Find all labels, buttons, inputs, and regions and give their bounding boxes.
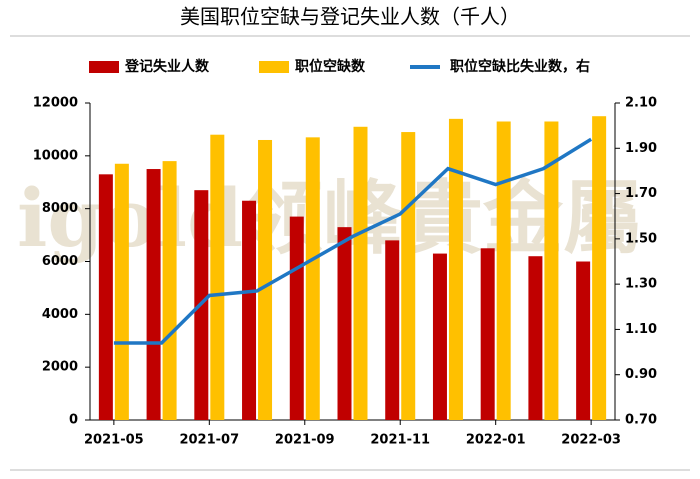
bar bbox=[146, 169, 161, 420]
legend-label: 登记失业人数 bbox=[124, 58, 210, 75]
bar bbox=[210, 134, 225, 420]
y-tick-label: 12000 bbox=[33, 96, 78, 111]
y2-tick-label: 0.70 bbox=[625, 413, 657, 428]
chart-title: 美国职位空缺与登记失业人数（千人） bbox=[180, 5, 520, 29]
legend-label: 职位空缺数 bbox=[295, 58, 366, 75]
bar bbox=[353, 126, 368, 421]
bar bbox=[544, 121, 559, 420]
bar bbox=[162, 161, 177, 420]
x-tick-label: 2021-07 bbox=[179, 433, 239, 448]
bar bbox=[480, 248, 495, 420]
y-tick-label: 6000 bbox=[42, 254, 78, 269]
x-tick-label: 2021-09 bbox=[275, 433, 335, 448]
bar bbox=[114, 163, 129, 420]
y-tick-label: 2000 bbox=[42, 360, 78, 375]
bar bbox=[242, 200, 257, 420]
legend-swatch bbox=[259, 61, 289, 73]
bar bbox=[432, 253, 447, 420]
y2-tick-label: 0.90 bbox=[625, 367, 657, 382]
y2-tick-label: 2.10 bbox=[625, 96, 657, 111]
legend-swatch bbox=[89, 61, 119, 73]
bar bbox=[401, 132, 416, 420]
bar bbox=[98, 174, 113, 420]
bar bbox=[337, 227, 352, 420]
bar bbox=[289, 216, 304, 420]
x-tick-label: 2021-11 bbox=[370, 433, 430, 448]
legend-label: 职位空缺比失业数，右 bbox=[450, 58, 590, 75]
bar bbox=[592, 116, 607, 420]
x-tick-label: 2022-03 bbox=[561, 433, 621, 448]
y2-tick-label: 1.50 bbox=[625, 231, 657, 246]
bar bbox=[385, 240, 400, 420]
y2-tick-label: 1.10 bbox=[625, 322, 657, 337]
y-tick-label: 10000 bbox=[33, 148, 78, 163]
bar bbox=[496, 121, 511, 420]
y-tick-label: 4000 bbox=[42, 307, 78, 322]
y2-tick-label: 1.90 bbox=[625, 141, 657, 156]
y-tick-label: 0 bbox=[69, 413, 78, 428]
y-tick-label: 8000 bbox=[42, 201, 78, 216]
line bbox=[113, 137, 593, 345]
x-tick-label: 2021-05 bbox=[84, 433, 144, 448]
bar bbox=[528, 256, 543, 420]
bar bbox=[258, 139, 273, 420]
y2-tick-label: 1.30 bbox=[625, 277, 657, 292]
bar bbox=[448, 118, 463, 420]
x-tick-label: 2022-01 bbox=[466, 433, 526, 448]
y2-tick-label: 1.70 bbox=[625, 186, 657, 201]
bar bbox=[576, 261, 591, 420]
bar bbox=[305, 137, 320, 420]
